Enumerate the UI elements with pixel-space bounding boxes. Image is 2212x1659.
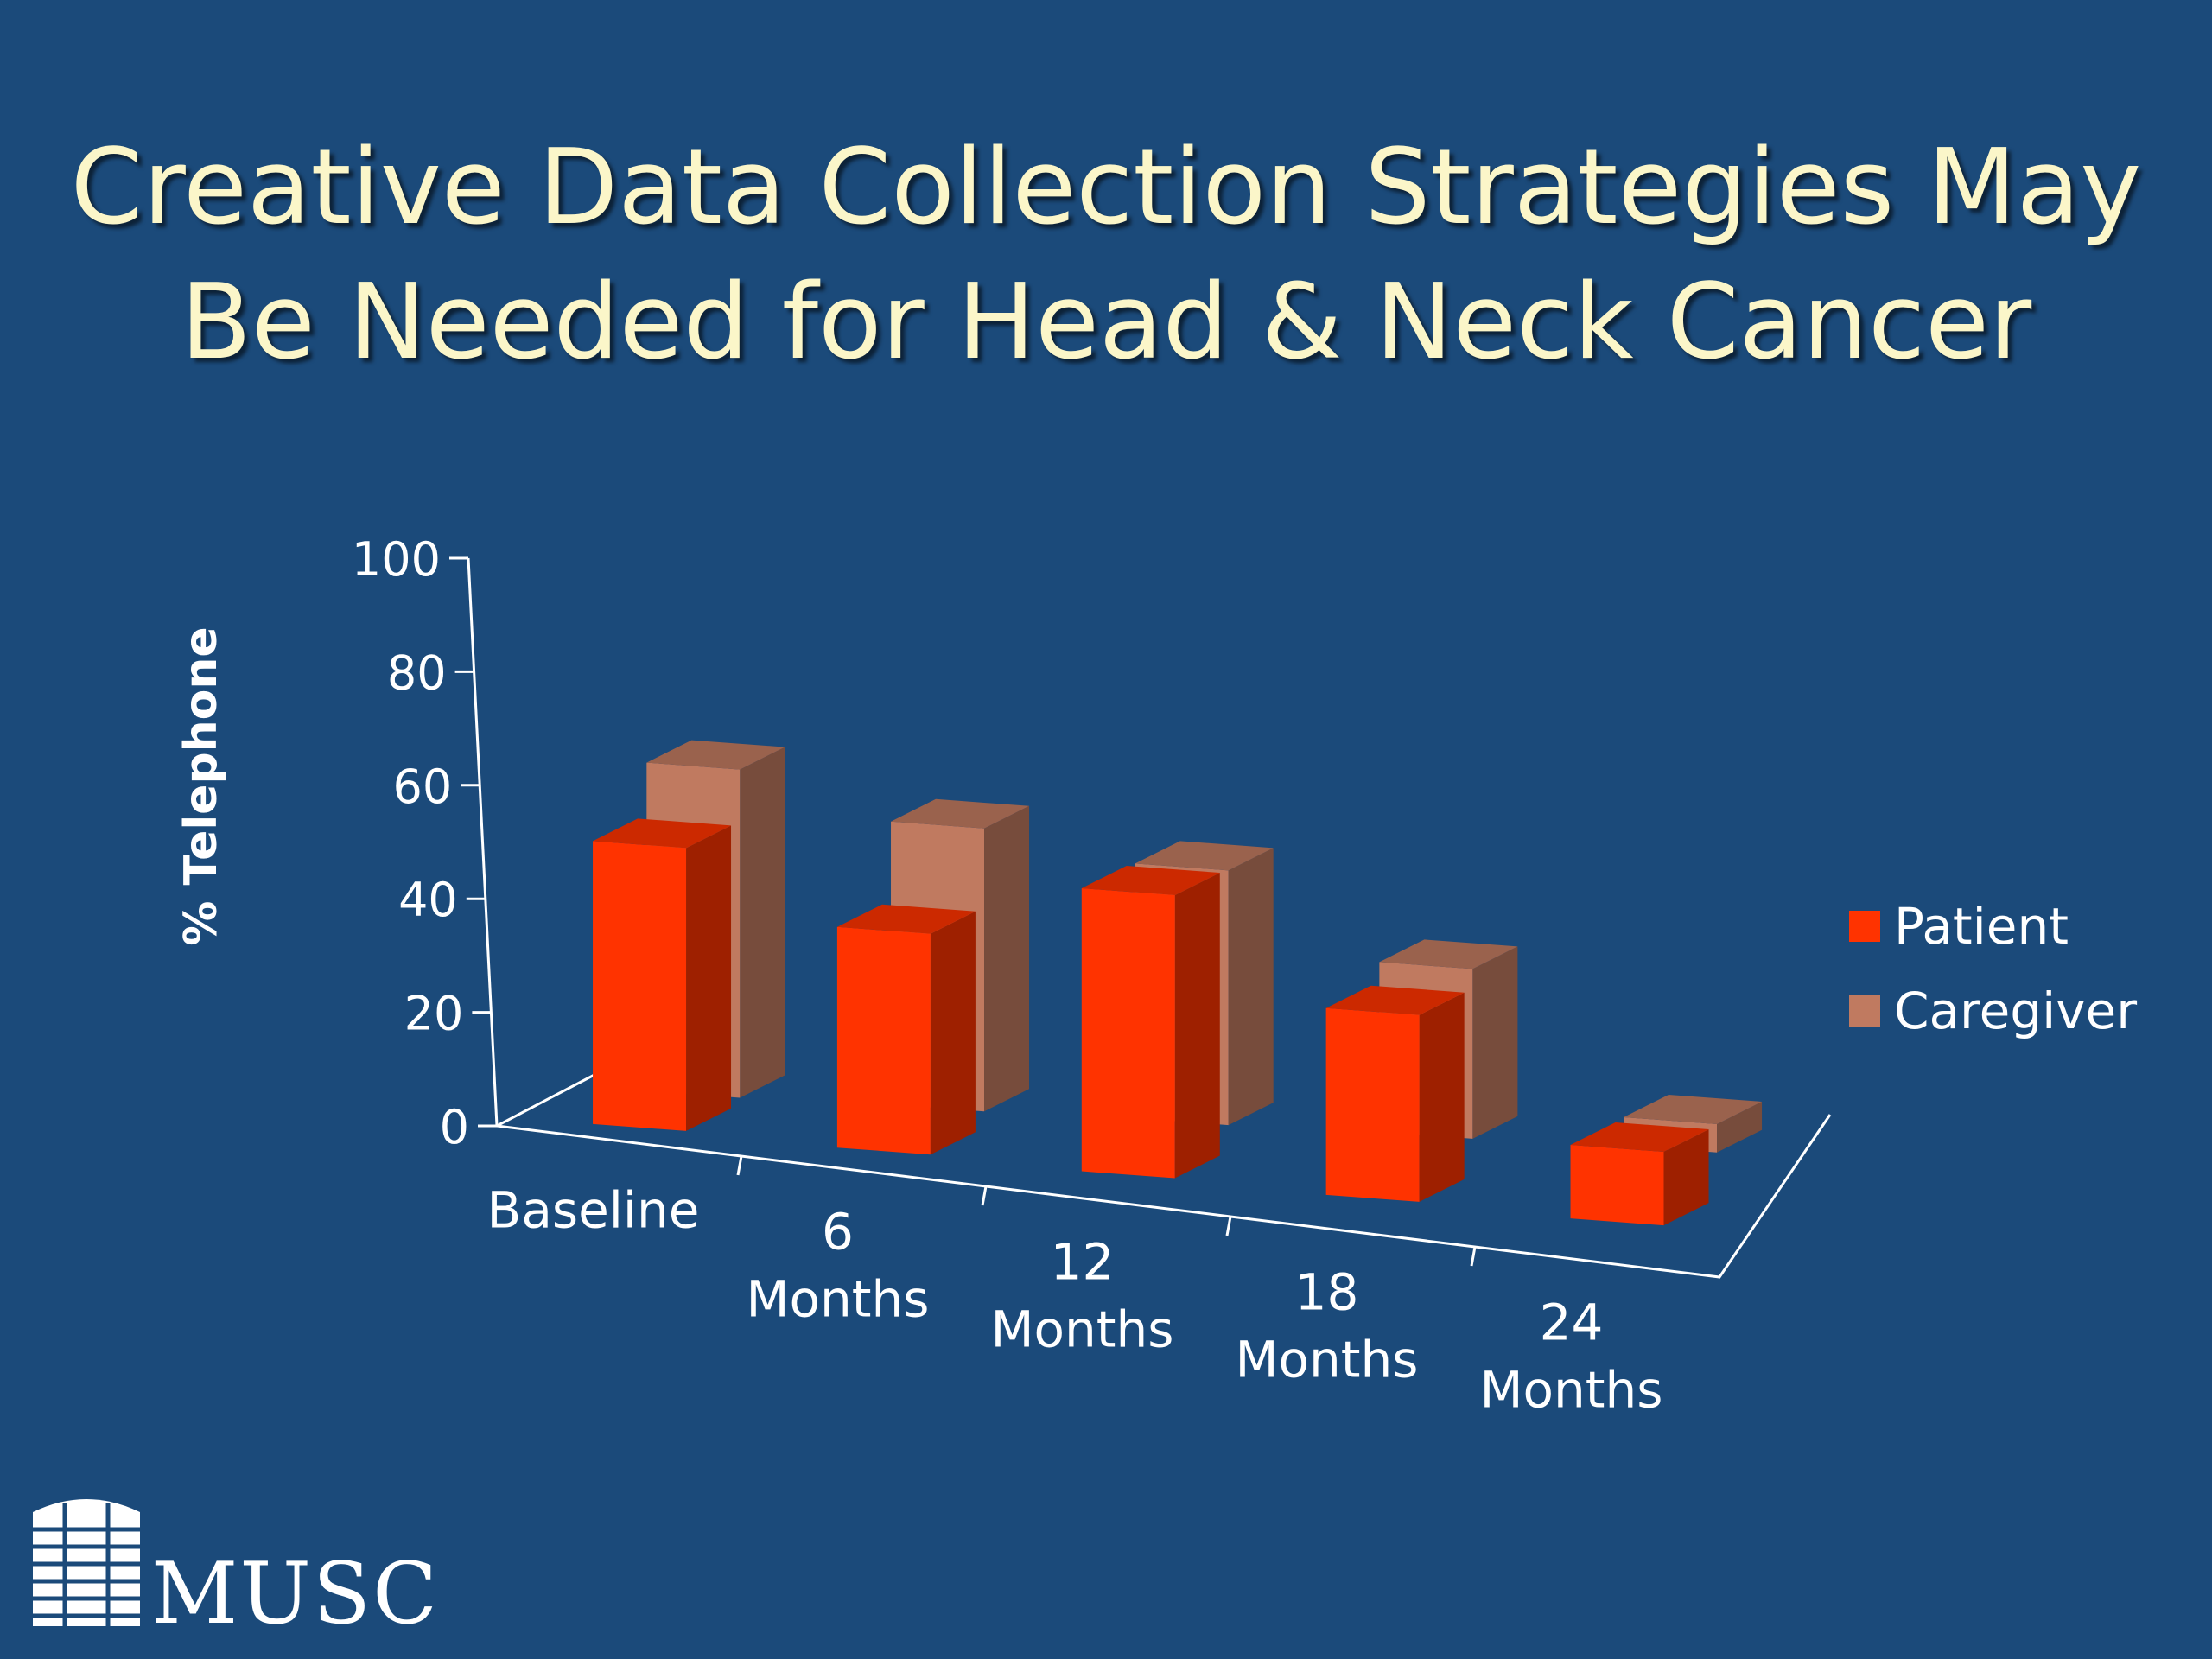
- floor-outline: [493, 1065, 1832, 1279]
- y-tick-label: 60: [392, 760, 452, 814]
- chart-labels: 0 20 40 60 80 100 Baseline 6 Months 12 Months 18 Mon…: [175, 532, 1663, 1420]
- x-category-label: 18: [1295, 1263, 1359, 1322]
- title-line-1: Creative Data Collection Strategies May: [70, 128, 2142, 248]
- x-tick: [981, 1185, 988, 1206]
- x-category-label: 6: [822, 1203, 854, 1262]
- bar-patient-3: [1325, 985, 1465, 1202]
- x-tick: [1225, 1216, 1232, 1236]
- bar-patient-0: [593, 818, 732, 1131]
- x-tick: [736, 1155, 743, 1176]
- y-tick-label: 0: [440, 1100, 469, 1154]
- x-category-label: Months: [1235, 1331, 1418, 1389]
- legend-swatch-patient: [1849, 911, 1880, 942]
- chart-legend: Patient Caregiver: [1849, 897, 2137, 1040]
- slide-title: Creative Data Collection Strategies May …: [0, 121, 2212, 391]
- bar-patient-4: [1570, 1122, 1709, 1226]
- logo-text: MUSC: [151, 1545, 440, 1643]
- building-logo-icon: [33, 1499, 140, 1626]
- chart-axes: [449, 556, 1832, 1279]
- y-axis-title: % Telephone: [175, 626, 227, 945]
- legend-swatch-caregiver: [1849, 995, 1880, 1027]
- x-category-label: Months: [990, 1300, 1173, 1359]
- bar-patient-2: [1081, 866, 1220, 1179]
- legend-label-caregiver: Caregiver: [1894, 982, 2137, 1040]
- y-tick-label: 80: [387, 645, 447, 700]
- x-tick: [1470, 1246, 1477, 1267]
- chart-bars: [593, 740, 1763, 1226]
- x-category-label: 24: [1540, 1294, 1604, 1352]
- x-category-label: Months: [746, 1270, 929, 1329]
- value-axis: [467, 557, 499, 1127]
- y-tick-label: 40: [398, 873, 458, 927]
- title-line-2: Be Needed for Head & Neck Cancer: [180, 263, 2032, 383]
- y-tick-label: 20: [404, 987, 464, 1041]
- x-category-label: 12: [1051, 1233, 1115, 1292]
- legend-label-patient: Patient: [1894, 897, 2069, 956]
- bar-patient-1: [836, 904, 976, 1155]
- x-category-label: Months: [1479, 1361, 1662, 1420]
- x-category-label: Baseline: [487, 1181, 700, 1240]
- y-tick-label: 100: [352, 532, 441, 587]
